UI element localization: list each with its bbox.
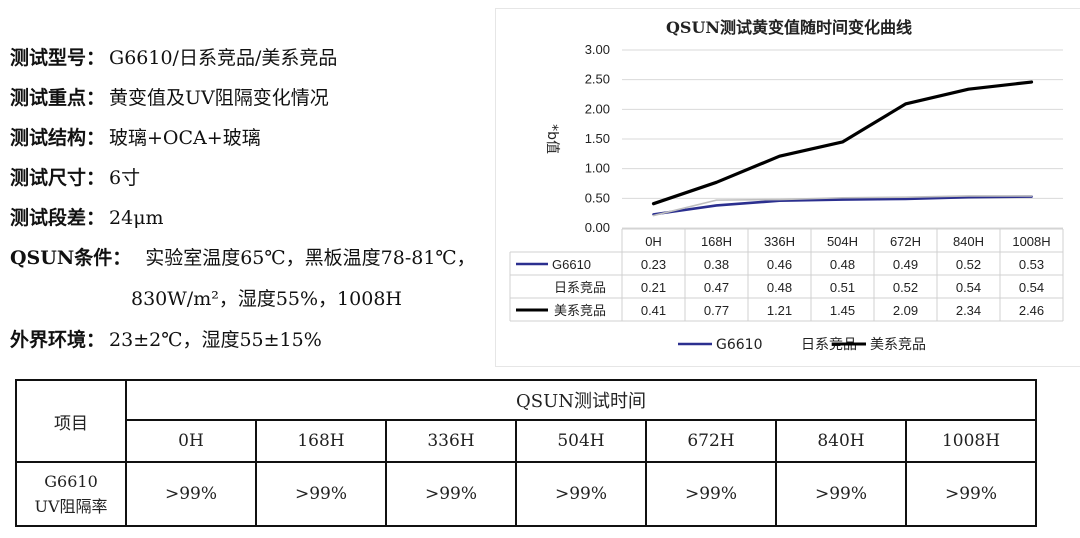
- info-key: QSUN条件：: [10, 247, 132, 269]
- data-label: 0.48: [830, 257, 855, 272]
- y-axis-label: *b值: [544, 124, 560, 154]
- data-label: 0.77: [704, 303, 729, 318]
- y-tick-label: 2.00: [585, 101, 610, 116]
- data-label: 1.21: [767, 303, 792, 318]
- data-label: 0.47: [704, 280, 729, 295]
- info-key: 测试段差：: [10, 207, 106, 229]
- uv-value-cell: >99%: [255, 461, 387, 527]
- data-label: 0.51: [830, 280, 855, 295]
- data-label: 1.45: [830, 303, 855, 318]
- info-value: 黄变值及UV阻隔变化情况: [109, 87, 329, 109]
- data-label: 0.41: [641, 303, 666, 318]
- info-key: 外界环境：: [10, 329, 106, 351]
- series-name: G6610: [552, 257, 591, 272]
- legend-label: G6610: [716, 337, 762, 353]
- info-row-model: 测试型号： G6610/日系竞品/美系竞品: [10, 42, 510, 82]
- info-value: 830W/m²，湿度55%，1008H: [131, 288, 402, 310]
- info-value: 6寸: [109, 167, 141, 189]
- chart-panel: QSUN测试黄变值随时间变化曲线 0.00 0.50 1.00 1.50 2.00 2.5…: [495, 8, 1080, 367]
- info-value: 23±2℃，湿度55±15%: [109, 329, 322, 351]
- data-label: 2.09: [893, 303, 918, 318]
- info-key: 测试结构：: [10, 127, 106, 149]
- y-tick-label: 1.00: [585, 161, 610, 176]
- data-label: 0.46: [767, 257, 792, 272]
- x-category-label: 504H: [827, 234, 858, 249]
- time-header-cell: 0H: [125, 419, 257, 463]
- uv-value-cell: >99%: [125, 461, 257, 527]
- time-header-cell: 336H: [385, 419, 517, 463]
- row-label-g6610-uv: G6610 UV阻隔率: [15, 461, 127, 527]
- uv-value-cell: >99%: [645, 461, 777, 527]
- x-category-label: 0H: [645, 234, 662, 249]
- series-line-1: [652, 195, 1033, 217]
- item-header: 项目: [15, 379, 127, 463]
- data-label: 0.54: [956, 280, 981, 295]
- info-row-qsun-condition-cont: 830W/m²，湿度55%，1008H: [10, 283, 510, 324]
- y-tick-label: 2.50: [585, 72, 610, 87]
- info-key: 测试尺寸：: [10, 167, 106, 189]
- time-header-cell: 1008H: [905, 419, 1037, 463]
- info-key: 测试型号：: [10, 47, 106, 69]
- qsun-time-header: QSUN测试时间: [125, 379, 1037, 421]
- test-info-list: 测试型号： G6610/日系竞品/美系竞品 测试重点： 黄变值及UV阻隔变化情况 测…: [10, 42, 510, 364]
- info-value: 实验室温度65℃，黑板温度78-81℃，: [145, 247, 476, 269]
- yellowing-line-chart: 0.00 0.50 1.00 1.50 2.00 2.50 3.00 *b值 0H 168H 336…: [509, 42, 1064, 353]
- uv-value-cell: >99%: [515, 461, 647, 527]
- x-category-label: 168H: [701, 234, 732, 249]
- y-tick-label: 0.00: [585, 220, 610, 235]
- y-tick-label: 3.00: [585, 42, 610, 57]
- x-category-label: 336H: [764, 234, 795, 249]
- time-header-cell: 168H: [255, 419, 387, 463]
- x-category-label: 1008H: [1012, 234, 1050, 249]
- info-row-focus: 测试重点： 黄变值及UV阻隔变化情况: [10, 82, 510, 122]
- data-label: 0.54: [1019, 280, 1044, 295]
- data-label: 2.34: [956, 303, 981, 318]
- time-header-cell: 672H: [645, 419, 777, 463]
- data-label: 0.52: [893, 280, 918, 295]
- series-line-0: [652, 195, 1033, 216]
- series-name: 美系竞品: [554, 303, 606, 318]
- info-row-qsun-condition: QSUN条件： 实验室温度65℃，黑板温度78-81℃，: [10, 242, 510, 283]
- data-label: 0.52: [956, 257, 981, 272]
- info-value: G6610/日系竞品/美系竞品: [109, 47, 338, 69]
- info-key: 测试重点：: [10, 87, 106, 109]
- row-label-line1: G6610: [44, 472, 98, 491]
- legend-label: 美系竞品: [870, 336, 926, 353]
- info-row-step: 测试段差： 24μm: [10, 202, 510, 242]
- x-category-label: 672H: [890, 234, 921, 249]
- y-tick-label: 1.50: [585, 131, 610, 146]
- series-line-2: [651, 80, 1034, 206]
- x-category-label: 840H: [953, 234, 984, 249]
- data-label: 2.46: [1019, 303, 1044, 318]
- info-row-structure: 测试结构： 玻璃+OCA+玻璃: [10, 122, 510, 162]
- series-name: 日系竞品: [554, 280, 606, 295]
- info-row-environment: 外界环境： 23±2℃，湿度55±15%: [10, 324, 510, 364]
- data-label: 0.38: [704, 257, 729, 272]
- data-label: 0.49: [893, 257, 918, 272]
- info-value: 玻璃+OCA+玻璃: [109, 127, 261, 149]
- chart-title: QSUN测试黄变值随时间变化曲线: [665, 18, 913, 37]
- time-header-cell: 504H: [515, 419, 647, 463]
- data-label: 0.21: [641, 280, 666, 295]
- uv-value-cell: >99%: [385, 461, 517, 527]
- info-row-size: 测试尺寸： 6寸: [10, 162, 510, 202]
- uv-value-cell: >99%: [905, 461, 1037, 527]
- legend-label: 日系竞品: [801, 336, 857, 353]
- data-label: 0.48: [767, 280, 792, 295]
- data-label: 0.53: [1019, 257, 1044, 272]
- y-tick-label: 0.50: [585, 190, 610, 205]
- info-value: 24μm: [109, 207, 164, 229]
- time-header-cell: 840H: [775, 419, 907, 463]
- uv-value-cell: >99%: [775, 461, 907, 527]
- data-label: 0.23: [641, 257, 666, 272]
- uv-block-table: 项目 QSUN测试时间 0H 168H 336H 504H 672H 840H …: [15, 379, 1037, 527]
- row-label-line2: UV阻隔率: [34, 497, 108, 516]
